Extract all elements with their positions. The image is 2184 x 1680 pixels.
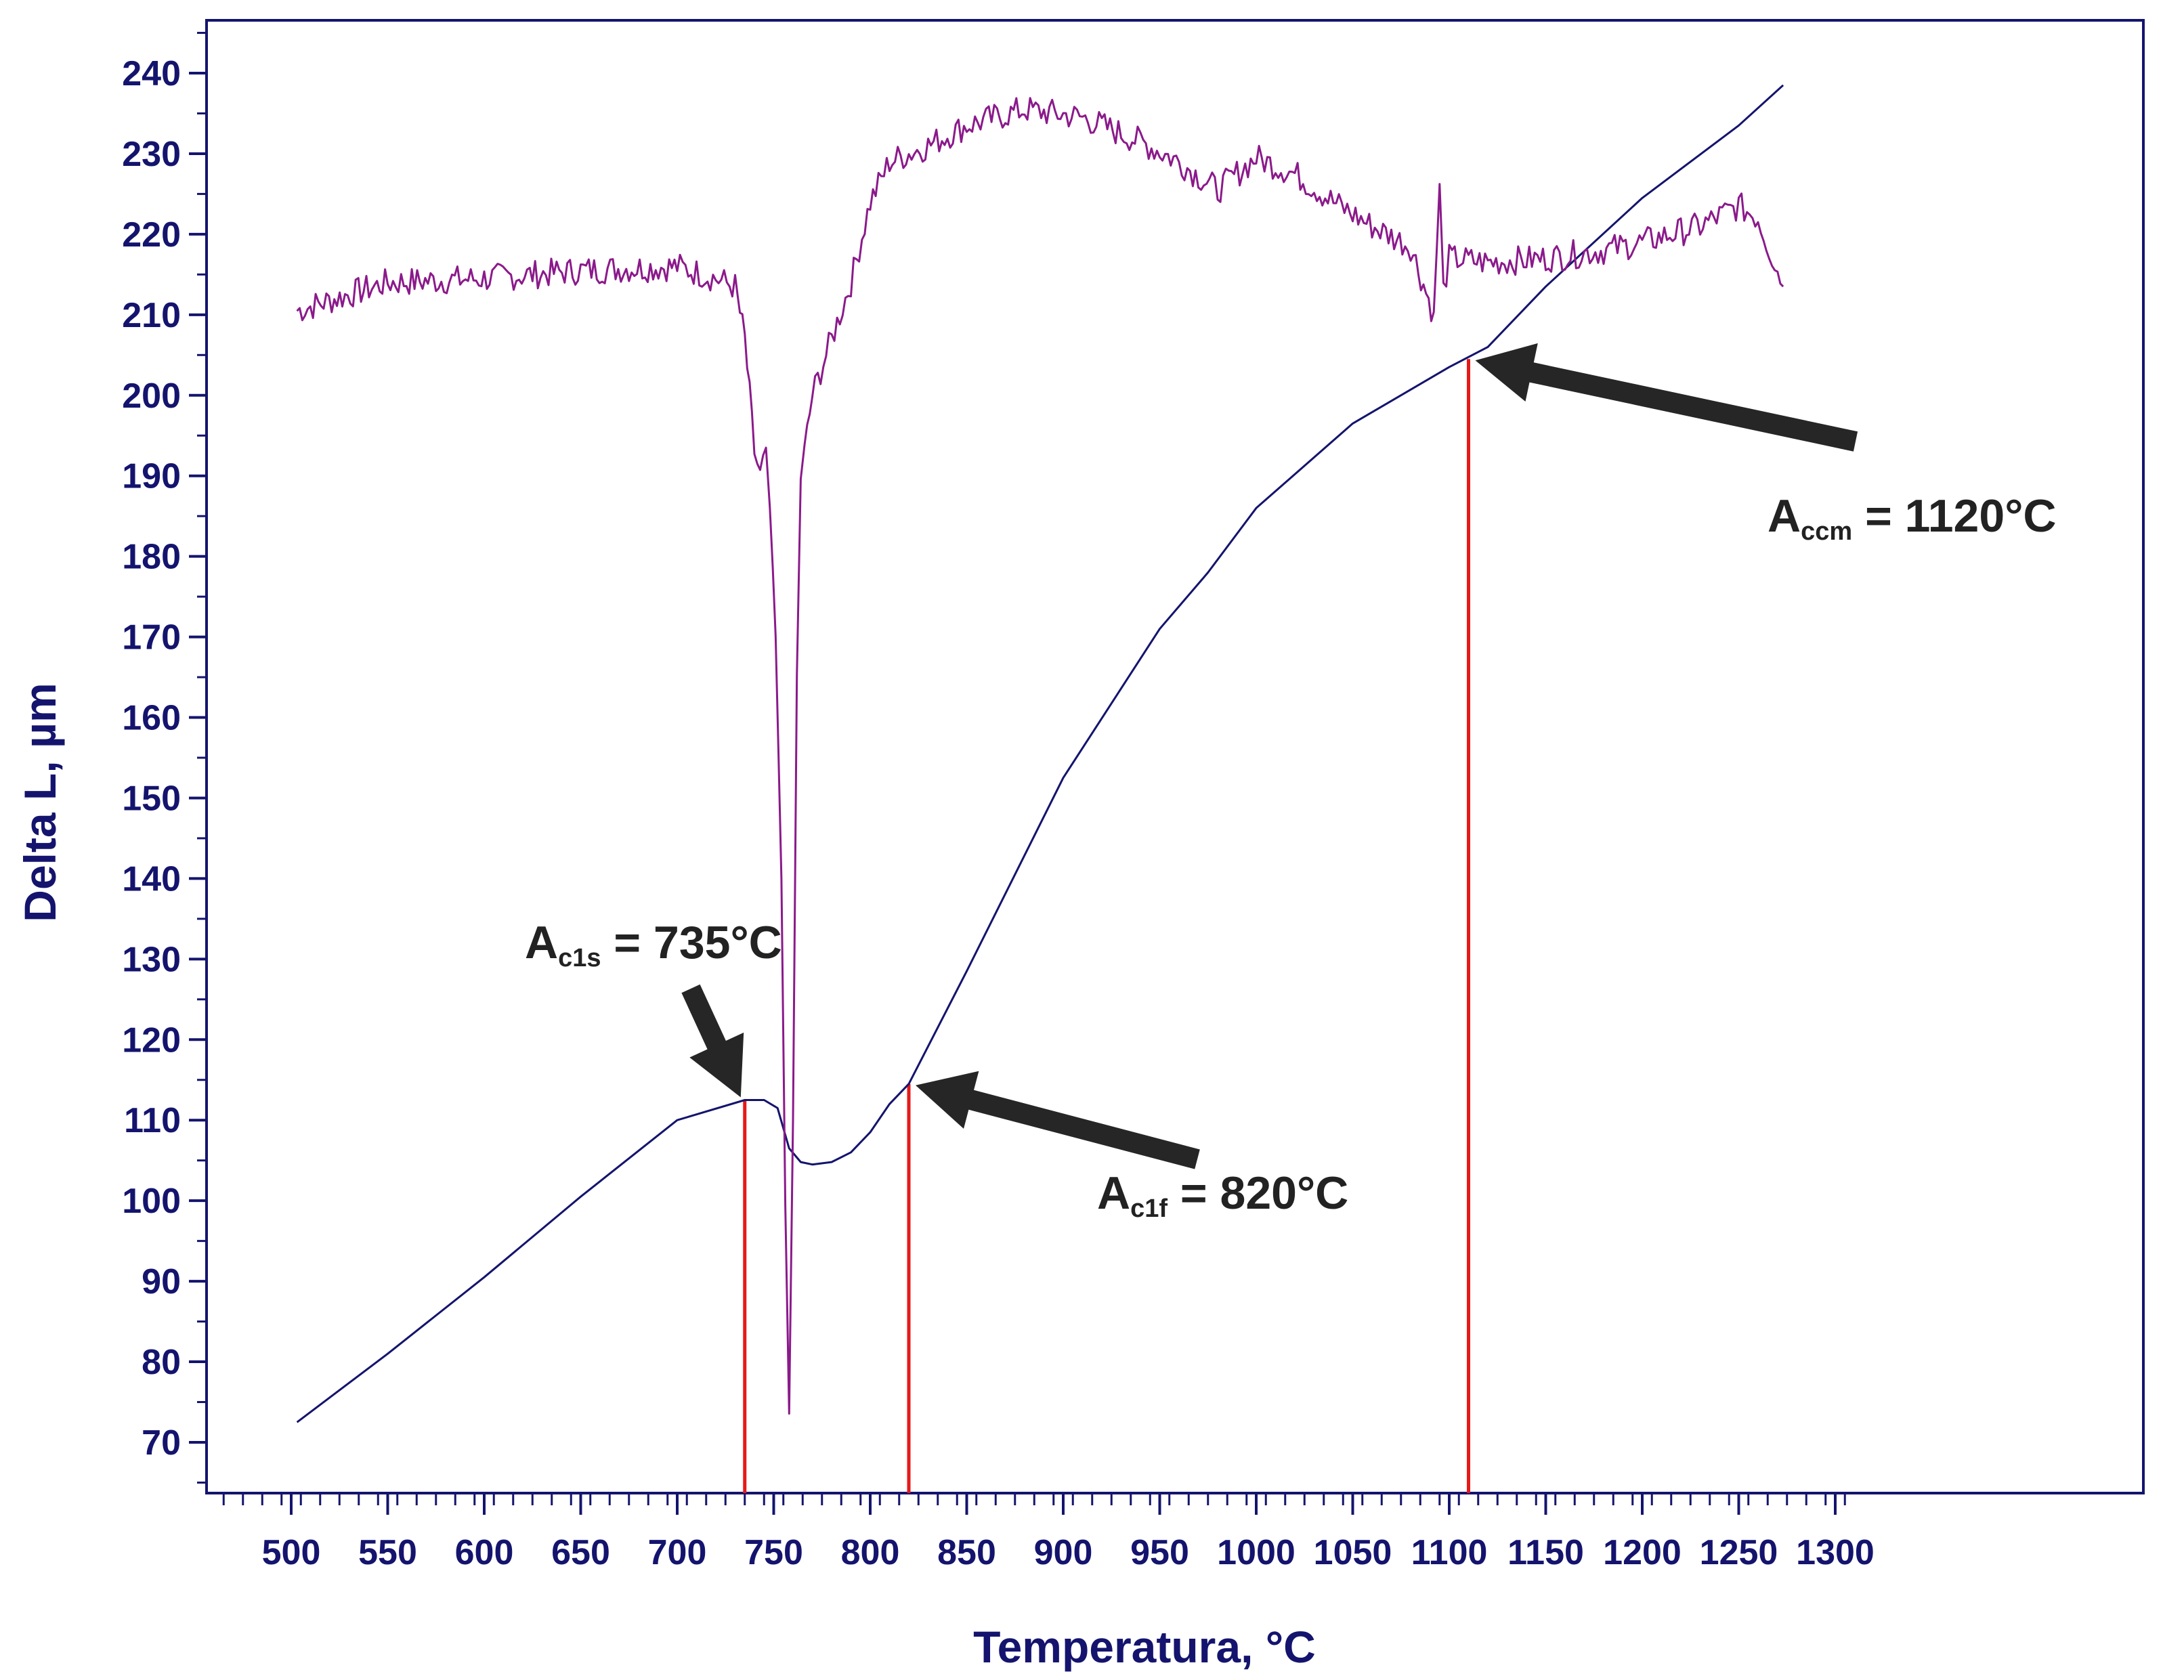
- y-tick-label: 70: [142, 1423, 181, 1463]
- series-lines: [296, 84, 1784, 1423]
- y-axis-title: Delta L, µm: [15, 683, 65, 922]
- x-tick-label: 1150: [1507, 1533, 1584, 1572]
- x-tick-label: 950: [1130, 1533, 1189, 1572]
- y-axis-ticks: 70 80 90 100 110 120 130 140 150 160 170 180 190 200 2…: [122, 32, 207, 1484]
- x-tick-label: 650: [551, 1533, 610, 1572]
- annotation-accm: Accm = 1120°C: [1768, 490, 2057, 546]
- transition-markers: [743, 359, 1470, 1493]
- y-tick-label: 190: [122, 457, 181, 496]
- y-tick-label: 210: [122, 296, 181, 335]
- y-tick-label: 220: [122, 215, 181, 255]
- y-tick-label: 160: [122, 699, 181, 738]
- annotation-arrow: [681, 984, 744, 1098]
- x-tick-label: 850: [937, 1533, 996, 1572]
- annotation-arrow: [916, 1071, 1200, 1169]
- x-tick-label: 500: [262, 1533, 321, 1572]
- x-axis-title: Temperatura, °C: [973, 1622, 1316, 1672]
- y-tick-label: 130: [122, 940, 181, 979]
- y-tick-label: 180: [122, 538, 181, 577]
- annotation-ac1f: Ac1f = 820°C: [1097, 1167, 1348, 1223]
- y-tick-label: 110: [124, 1101, 181, 1140]
- y-tick-label: 150: [122, 779, 181, 818]
- x-tick-label: 800: [841, 1533, 900, 1572]
- y-tick-label: 240: [122, 54, 181, 93]
- x-tick-label: 1200: [1603, 1533, 1682, 1572]
- x-tick-label: 600: [455, 1533, 514, 1572]
- x-tick-label: 750: [744, 1533, 803, 1572]
- y-tick-label: 140: [122, 859, 181, 899]
- derivative-curve: [296, 97, 1784, 1415]
- x-tick-label: 1250: [1700, 1533, 1778, 1572]
- annotation-arrows: [681, 343, 1858, 1169]
- y-tick-label: 170: [122, 618, 181, 658]
- y-tick-label: 120: [122, 1020, 181, 1060]
- y-tick-label: 80: [142, 1343, 181, 1382]
- y-tick-label: 230: [122, 135, 181, 174]
- y-tick-label: 200: [122, 376, 181, 416]
- x-tick-label: 1050: [1314, 1533, 1392, 1572]
- annotation-arrow: [1475, 343, 1858, 452]
- plot-frame: [205, 19, 2145, 1494]
- y-tick-label: 90: [142, 1262, 181, 1301]
- dilatation-curve: [296, 84, 1784, 1423]
- x-tick-label: 700: [648, 1533, 707, 1572]
- x-axis-ticks: 500 550 600 650 700 750 800 850 900 950 1000 1050 11…: [222, 1493, 1875, 1572]
- x-tick-label: 550: [358, 1533, 417, 1572]
- annotation-ac1s: Ac1s = 735°C: [525, 917, 782, 972]
- x-tick-label: 1000: [1217, 1533, 1296, 1572]
- y-tick-label: 100: [122, 1182, 181, 1221]
- x-tick-label: 1100: [1411, 1533, 1488, 1572]
- x-tick-label: 1300: [1796, 1533, 1875, 1572]
- x-tick-label: 900: [1034, 1533, 1093, 1572]
